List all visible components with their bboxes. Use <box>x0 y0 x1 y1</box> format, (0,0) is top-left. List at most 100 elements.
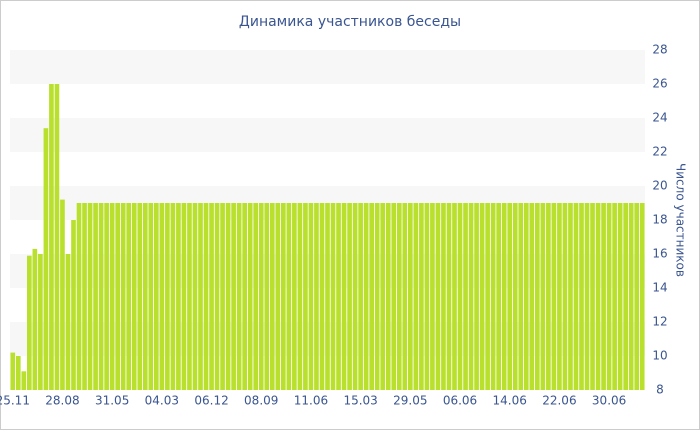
bar <box>275 203 281 390</box>
y-tick-label: 24 <box>652 111 667 125</box>
bar <box>330 203 336 390</box>
bar <box>165 203 170 390</box>
bar <box>369 203 374 390</box>
bar <box>187 203 192 390</box>
x-tick-label: 15.03 <box>343 394 377 408</box>
bar <box>413 203 419 390</box>
bar <box>21 371 27 390</box>
bar <box>32 248 38 390</box>
bar <box>43 128 49 390</box>
bar <box>380 203 386 390</box>
bar <box>247 203 253 390</box>
bar <box>10 352 16 390</box>
bar <box>463 203 468 390</box>
bar <box>15 356 21 390</box>
bar <box>203 203 209 390</box>
x-tick-label: 14.06 <box>493 394 527 408</box>
bar <box>617 203 623 390</box>
bar <box>281 203 286 390</box>
bar <box>71 220 76 390</box>
x-tick-label: 11.06 <box>294 394 328 408</box>
y-tick-label: 22 <box>652 145 667 159</box>
bar <box>38 254 43 390</box>
bar <box>551 203 557 390</box>
bar <box>512 203 518 390</box>
y-tick-label: 10 <box>652 349 667 363</box>
bar <box>60 199 65 390</box>
bar <box>142 203 148 390</box>
bar <box>529 203 535 390</box>
bar <box>452 203 457 390</box>
bar <box>115 203 120 390</box>
bar <box>546 203 551 390</box>
bar <box>584 203 590 390</box>
bar <box>225 203 231 390</box>
bar <box>612 203 617 390</box>
bar <box>148 203 154 390</box>
bar <box>623 203 628 390</box>
x-tick-label: 06.12 <box>194 394 228 408</box>
bar <box>192 203 198 390</box>
bar <box>474 203 479 390</box>
bar <box>264 203 270 390</box>
bar <box>435 203 441 390</box>
bar <box>27 255 32 390</box>
bar <box>87 203 93 390</box>
bar <box>258 203 264 390</box>
y-tick-label: 8 <box>656 383 664 397</box>
x-tick-label: 30.06 <box>592 394 626 408</box>
bar <box>557 203 562 390</box>
bar <box>82 203 87 390</box>
bar <box>314 203 319 390</box>
bar <box>485 203 490 390</box>
bar <box>579 203 584 390</box>
bar <box>601 203 606 390</box>
bar <box>297 203 303 390</box>
bar <box>639 203 645 390</box>
bar <box>347 203 352 390</box>
bar <box>628 203 634 390</box>
bar <box>303 203 308 390</box>
bar <box>93 203 98 390</box>
bar <box>154 203 159 390</box>
bar <box>590 203 595 390</box>
bar <box>408 203 413 390</box>
x-tick-label: 08.09 <box>244 394 278 408</box>
bar <box>352 203 358 390</box>
x-tick-label: 06.06 <box>443 394 477 408</box>
bar <box>490 203 496 390</box>
bar <box>209 203 214 390</box>
x-tick-label: 22.06 <box>542 394 576 408</box>
bar <box>76 203 82 390</box>
bar <box>325 203 330 390</box>
x-tick-label: 04.03 <box>145 394 179 408</box>
y-tick-label: 12 <box>652 315 667 329</box>
bar <box>137 203 143 390</box>
bar <box>253 203 259 390</box>
bar <box>363 203 369 390</box>
bar <box>430 203 435 390</box>
y-tick-label: 26 <box>652 77 667 91</box>
grid-band <box>10 50 645 84</box>
bar <box>120 203 126 390</box>
bar <box>441 203 446 390</box>
bar <box>236 203 242 390</box>
y-tick-label: 18 <box>652 213 667 227</box>
bar <box>457 203 463 390</box>
grid-band <box>10 118 645 152</box>
bar <box>220 203 225 390</box>
y-tick-label: 20 <box>652 179 667 193</box>
bar <box>358 203 363 390</box>
x-tick-label: 31.05 <box>95 394 129 408</box>
x-tick-label: 25.11 <box>0 394 30 408</box>
bar <box>374 203 380 390</box>
bar <box>214 203 220 390</box>
bar <box>308 203 314 390</box>
x-tick-label: 29.05 <box>393 394 427 408</box>
bar <box>523 203 529 390</box>
x-tick-label: 28.08 <box>45 394 79 408</box>
bar <box>391 203 397 390</box>
bar <box>396 203 402 390</box>
chart-title: Динамика участников беседы <box>239 14 461 30</box>
